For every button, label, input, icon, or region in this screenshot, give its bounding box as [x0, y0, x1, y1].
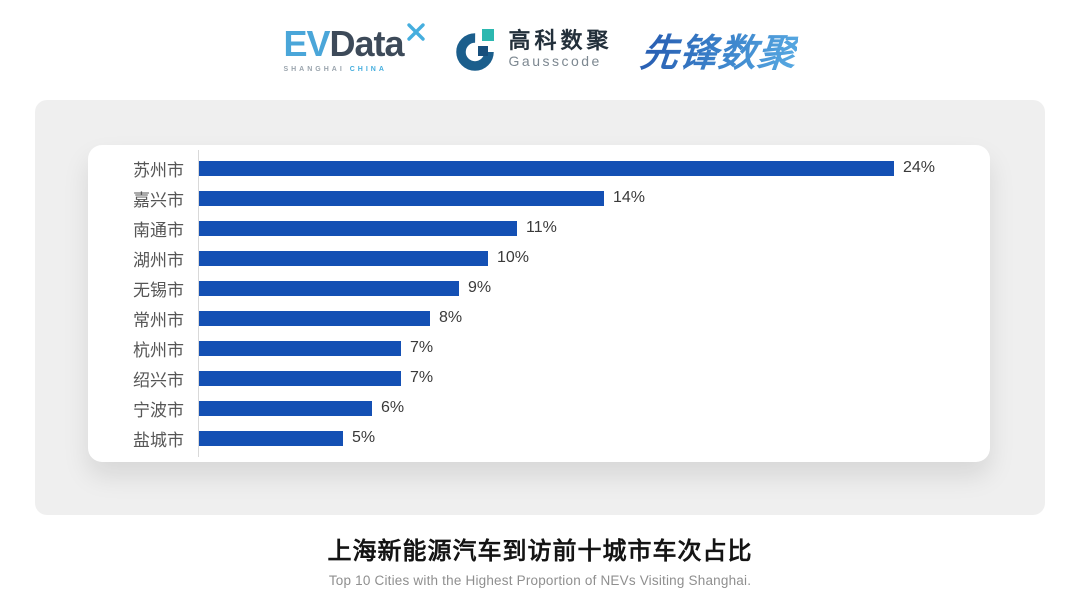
category-label: 南通市 [133, 220, 184, 240]
gausscode-logo: 高科数聚 Gausscode [454, 27, 613, 73]
bar-row: 杭州市 7% [88, 333, 990, 363]
bar [198, 370, 401, 386]
value-label: 14% [613, 189, 646, 206]
value-label: 7% [410, 339, 434, 356]
bar [198, 250, 488, 266]
gausscode-g-icon [455, 28, 494, 71]
bar-area: 7% [198, 363, 990, 393]
evdata-ev-text: EV [283, 23, 330, 64]
bar [198, 430, 343, 446]
chart-card: 苏州市 24% 嘉兴市 14% 南通市 11% 湖州市 10% 无锡市 9% 常州市 8% 杭州市 7% 绍… [88, 145, 990, 462]
bar-area: 8% [198, 303, 990, 333]
chart-subtitle: Top 10 Cities with the Highest Proportio… [328, 573, 752, 588]
xianfeng-shuju-logo: 先锋数聚 [638, 22, 800, 77]
bar-row: 常州市 8% [88, 303, 990, 333]
category-label: 宁波市 [133, 400, 184, 420]
bar-area: 10% [198, 243, 990, 273]
value-label: 5% [352, 429, 376, 446]
logo-bar: EV Data SHANGHAI CHINA 高科数聚 Gausscode [0, 22, 1080, 77]
evdata-logo: EV Data SHANGHAI CHINA [283, 23, 425, 73]
value-label: 11% [526, 219, 557, 236]
evdata-wordmark: EV Data [283, 23, 425, 64]
bar-row: 盐城市 5% [88, 423, 990, 453]
y-axis-line [198, 150, 199, 457]
bar-row: 南通市 11% [88, 213, 990, 243]
bar [198, 340, 401, 356]
category-label: 苏州市 [133, 160, 184, 180]
value-label: 7% [410, 369, 434, 386]
bar-area: 9% [198, 273, 990, 303]
bar-row: 绍兴市 7% [88, 363, 990, 393]
bar [198, 160, 894, 176]
category-label: 杭州市 [133, 340, 184, 360]
gausscode-en-text: Gausscode [508, 53, 602, 70]
footer: 上海新能源汽车到访前十城市车次占比 Top 10 Cities with the… [0, 531, 1080, 588]
category-label: 盐城市 [133, 430, 184, 450]
bar-chart: 苏州市 24% 嘉兴市 14% 南通市 11% 湖州市 10% 无锡市 9% 常州市 8% 杭州市 7% 绍… [88, 145, 990, 462]
value-label: 24% [903, 159, 936, 176]
bar-area: 14% [198, 183, 990, 213]
bar-row: 宁波市 6% [88, 393, 990, 423]
value-label: 9% [468, 279, 492, 296]
bar-area: 7% [198, 333, 990, 363]
chart-title: 上海新能源汽车到访前十城市车次占比 [327, 538, 753, 565]
bar-row: 无锡市 9% [88, 273, 990, 303]
bar-area: 6% [198, 393, 990, 423]
evdata-data-text: Data [329, 23, 404, 64]
bar [198, 310, 430, 326]
bar [198, 190, 604, 206]
bar-area: 5% [198, 423, 990, 453]
category-label: 常州市 [133, 310, 184, 330]
evdata-shanghai-text: SHANGHAI [283, 66, 345, 73]
category-label: 绍兴市 [133, 370, 184, 390]
value-label: 10% [497, 249, 530, 266]
gausscode-cn-text: 高科数聚 [508, 28, 613, 53]
value-label: 6% [381, 399, 405, 416]
chart-panel: 苏州市 24% 嘉兴市 14% 南通市 11% 湖州市 10% 无锡市 9% 常州市 8% 杭州市 7% 绍… [35, 100, 1045, 515]
gausscode-wordmark: 高科数聚 Gausscode [508, 28, 613, 70]
bar [198, 400, 372, 416]
bar-row: 嘉兴市 14% [88, 183, 990, 213]
bar-row: 湖州市 10% [88, 243, 990, 273]
bar [198, 280, 459, 296]
category-label: 嘉兴市 [133, 190, 184, 210]
bar [198, 220, 517, 236]
propeller-x-icon [406, 23, 425, 41]
bar-area: 24% [198, 153, 990, 183]
bar-area: 11% [198, 213, 990, 243]
evdata-china-text: CHINA [349, 66, 387, 73]
bar-row: 苏州市 24% [88, 153, 990, 183]
category-label: 湖州市 [133, 250, 184, 270]
category-label: 无锡市 [133, 280, 184, 300]
value-label: 8% [439, 309, 463, 326]
evdata-subtext: SHANGHAI CHINA [283, 66, 386, 73]
